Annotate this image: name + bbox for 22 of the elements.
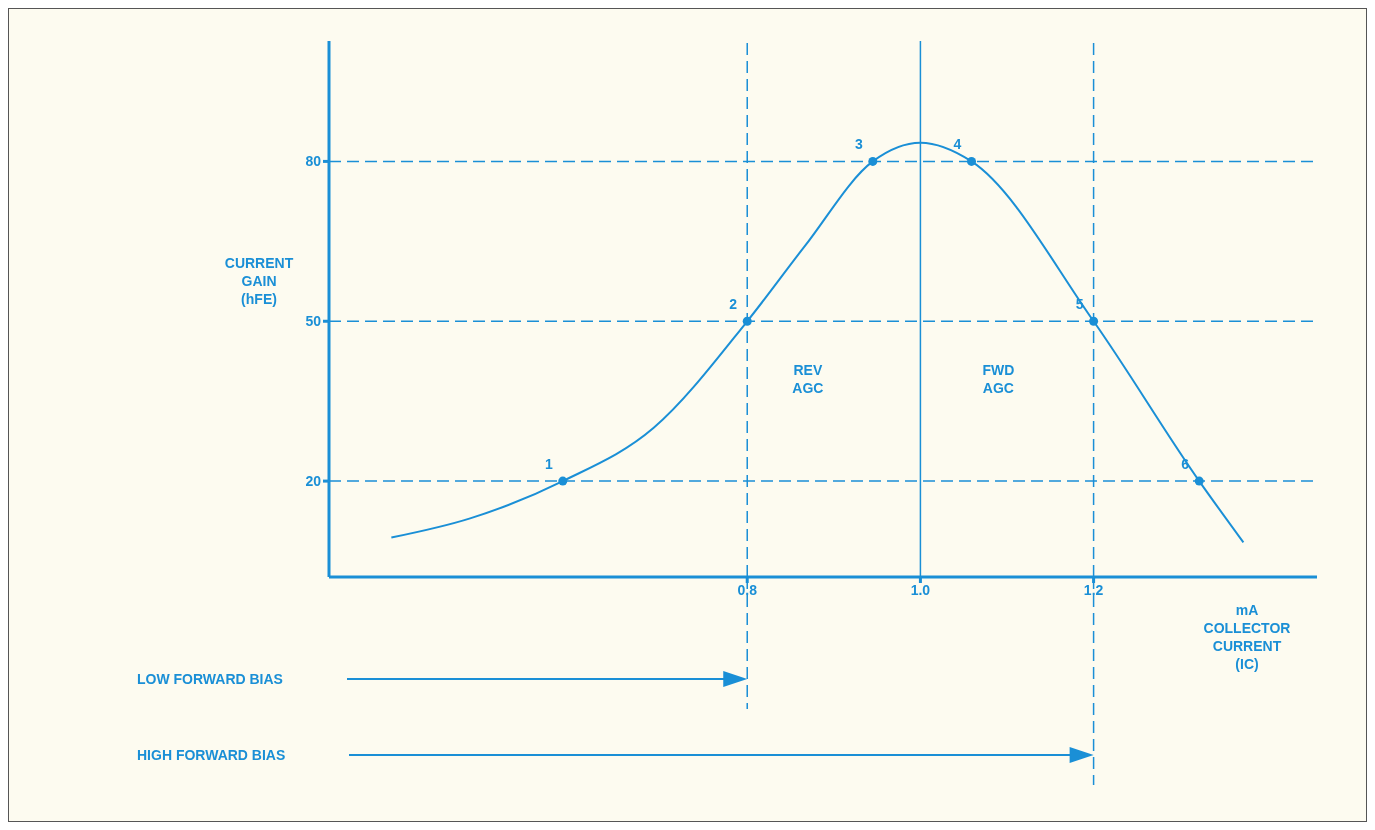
annotation: 1 [544,456,553,473]
point [966,156,977,166]
annotation: 3 [854,136,863,153]
x-tick-label: 1.0 [910,581,931,598]
y-tick-label: 20 [305,473,322,490]
point [1089,316,1099,326]
annotation: REV AGC [792,361,824,396]
text: HIGH FORWARD BIAS [137,747,286,763]
annotation: FWD AGC [982,361,1015,396]
x-tick-label: 1.2 [1083,581,1104,598]
text: LOW FORWARD BIAS [137,671,283,687]
y-tick-label: 80 [305,153,322,170]
y-tick-label: 50 [305,313,322,330]
point [742,316,752,326]
x-axis-title: mA COLLECTOR CURRENT (IC) [1203,602,1291,672]
y-axis-title: CURRENT GAIN (hFE) [224,254,294,307]
point [868,156,878,166]
annotation: 2 [729,296,738,313]
point [1194,476,1204,486]
annotation: 4 [953,136,962,153]
x-tick-label: 0.8 [737,581,758,598]
point [558,476,568,486]
